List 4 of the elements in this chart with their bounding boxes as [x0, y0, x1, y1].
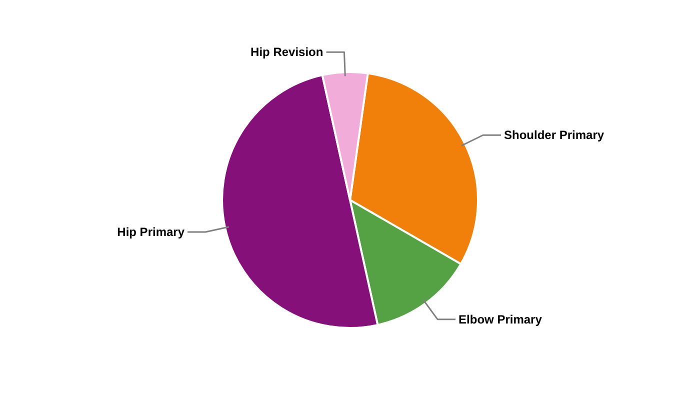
slice-label: Shoulder Primary [504, 128, 604, 142]
slice-label: Elbow Primary [458, 312, 542, 326]
slice-label: Hip Revision [250, 45, 324, 60]
slice-label: Hip Primary [117, 225, 185, 240]
